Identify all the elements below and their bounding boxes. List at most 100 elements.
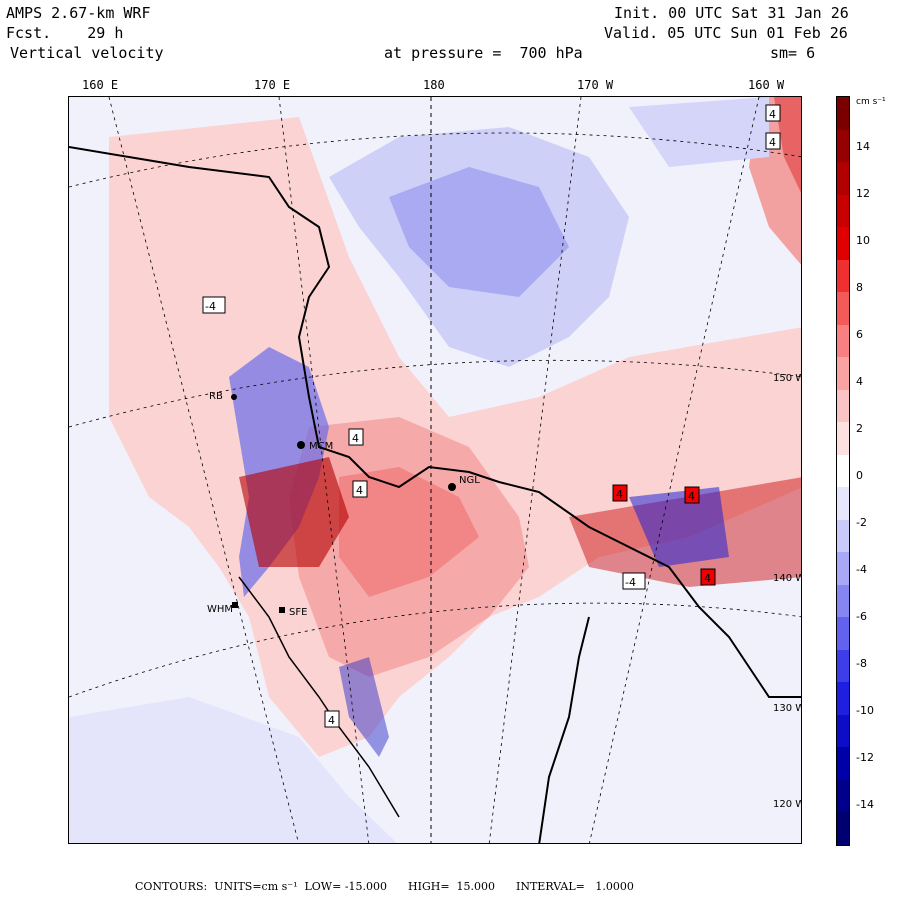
station-whm: WHM [207,602,238,615]
parallel-south [69,602,801,698]
colorbar-segment [837,194,849,228]
colorbar-segment [837,357,849,390]
max-label-2: 4 [765,132,781,150]
map-panel: RB MCM NGL WHM SFE 4 4 4 4 -4 4 4 -4 4 4… [68,96,802,844]
colorbar-segment [837,129,849,163]
colorbar-tick-label: 6 [856,328,863,341]
max-label-6: 4 [684,486,700,504]
max-label-3: 4 [348,428,364,446]
descent-region-northeast [629,97,769,167]
colorbar-tick-label: 0 [856,469,863,482]
colorbar-tick-label: -8 [856,657,867,670]
lat-label-140w: 140 W [773,573,802,584]
parallel-mid [69,359,801,428]
strong-ascent-region [339,467,479,597]
parallel-north [69,132,801,188]
colorbar-tick-label: -12 [856,751,874,764]
coastline-transantarctic [238,576,400,818]
colorbar-tick-label: -4 [856,563,867,576]
colorbar-tick-label: 10 [856,234,870,247]
colorbar-segment [837,422,849,455]
svg-text:WHM: WHM [207,604,233,615]
svg-text:MCM: MCM [309,441,333,452]
colorbar-tick-label: -10 [856,704,874,717]
svg-text:SFE: SFE [289,607,307,618]
svg-text:4: 4 [704,572,711,585]
station-mcm: MCM [297,441,333,452]
descent-region-south [69,697,397,843]
colorbar-segment [837,747,849,780]
svg-text:4: 4 [688,490,695,503]
lon-label-170w: 170 W [577,78,614,92]
lon-label-160e: 160 E [82,78,119,92]
colorbar-tick-label: 8 [856,281,863,294]
lon-label-160w: 160 W [748,78,785,92]
svg-text:4: 4 [616,488,623,501]
max-label-7: 4 [700,568,716,586]
lat-label-150w: 150 W [773,373,802,384]
coastline-south [538,616,590,843]
colorbar-segment [837,552,849,585]
colorbar-segment [837,97,849,130]
colorbar-tick-label: 12 [856,187,870,200]
init-time: Init. 00 UTC Sat 31 Jan 26 [614,4,849,22]
svg-text:RB: RB [209,391,223,402]
lon-label-170e: 170 E [254,78,291,92]
max-label-5: 4 [612,484,628,502]
colorbar-segment [837,389,849,423]
svg-text:4: 4 [352,432,359,445]
field-name: Vertical velocity [10,44,164,62]
valid-time: Valid. 05 UTC Sun 01 Feb 26 [604,24,848,42]
vertical-velocity-map: RB MCM NGL WHM SFE 4 4 4 4 -4 4 4 -4 4 4… [69,97,802,843]
min-label-2: -4 [622,572,646,590]
colorbar-tick-label: 4 [856,375,863,388]
colorbar-tick-label: 2 [856,422,863,435]
colorbar-segment [837,714,849,748]
colorbar-segment [837,519,849,553]
colorbar-segment [837,487,849,520]
meridian-160e [108,97,299,843]
station-ngl: NGL [448,475,480,491]
lat-label-120w: 120 W [773,799,802,810]
max-label-8: 4 [324,710,340,728]
colorbar-tick-label: -2 [856,516,867,529]
convective-band-south [339,657,389,757]
colorbar-segment [837,779,849,813]
colorbar-segment [837,454,849,488]
colorbar-tick-label: 14 [856,140,870,153]
station-sfe: SFE [279,607,307,618]
colorbar-tick-label: -6 [856,610,867,623]
colorbar [836,96,850,846]
model-title: AMPS 2.67-km WRF [6,4,151,22]
colorbar-segment [837,682,849,715]
max-label-4: 4 [352,480,368,498]
colorbar-segment [837,584,849,618]
colorbar-segment [837,292,849,325]
svg-text:-4: -4 [205,300,216,313]
colorbar-unit: cm s⁻¹ [856,97,886,107]
colorbar-tick-label: -14 [856,798,874,811]
lat-label-130w: 130 W [773,703,802,714]
svg-text:4: 4 [328,714,335,727]
colorbar-segment [837,227,849,260]
pressure-level: at pressure = 700 hPa [384,44,583,62]
coastline-ice-shelf [69,146,801,698]
svg-text:4: 4 [769,108,776,121]
convective-band-west-red [239,457,349,567]
forecast-hour: Fcst. 29 h [6,24,124,42]
min-label-1: -4 [202,296,226,314]
svg-text:4: 4 [356,484,363,497]
colorbar-segment [837,649,849,683]
meridian-160w [589,97,760,843]
svg-text:NGL: NGL [459,475,480,486]
convective-band-east-blue [629,487,729,567]
descent-core-north [389,167,569,297]
contour-info: CONTOURS: UNITS=cm s⁻¹ LOW= -15.000 HIGH… [135,880,634,893]
colorbar-segment [837,812,849,845]
max-label-1: 4 [765,104,781,122]
svg-text:-4: -4 [625,576,636,589]
colorbar-segment [837,324,849,358]
weak-ascent-region [109,117,801,757]
station-rb: RB [209,391,237,402]
lon-label-180: 180 [423,78,445,92]
